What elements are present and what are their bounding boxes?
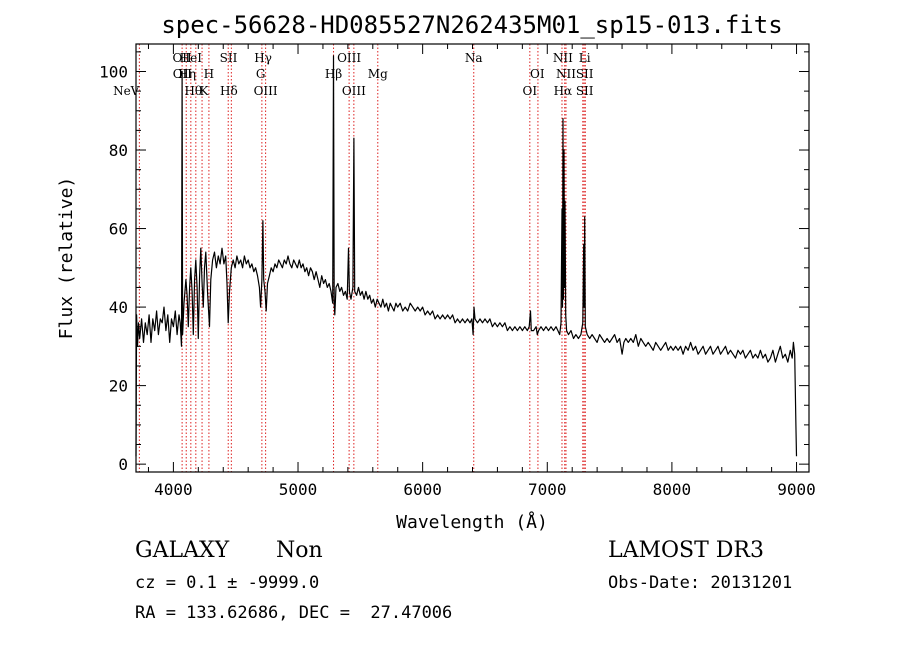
line-label-4: Hη: [178, 67, 196, 81]
x-axis-ticks: 4000 5000 6000 7000 8000 9000: [147, 44, 816, 499]
chart-title: spec-56628-HD085527N262435M01_sp15-013.f…: [161, 11, 782, 39]
x-tick-label-1: 5000: [279, 480, 318, 499]
spectrum-series-line: [135, 55, 798, 457]
x-axis-label: Wavelength (Å): [396, 511, 548, 533]
line-label-6: H: [204, 67, 214, 81]
y-axis-label: Flux (relative): [56, 177, 77, 340]
line-label-25: SII: [576, 84, 594, 98]
line-label-9: Hδ: [220, 84, 238, 98]
line-label-17: Na: [465, 51, 483, 65]
coordinates: RA = 133.62686, DEC = 27.47006: [135, 603, 453, 623]
y-tick-label-0: 0: [118, 455, 128, 474]
line-label-13: OIII: [337, 51, 361, 65]
x-tick-label-2: 6000: [403, 480, 442, 499]
observation-date: Obs-Date: 20131201: [608, 573, 793, 593]
object-subclass: Non: [276, 538, 323, 563]
line-label-24: SII: [576, 67, 594, 81]
y-tick-label-1: 20: [109, 377, 128, 396]
x-tick-label-5: 9000: [777, 480, 816, 499]
line-label-16: Mg: [368, 67, 388, 81]
line-label-15: OIII: [342, 84, 366, 98]
y-tick-label-2: 40: [109, 298, 128, 317]
line-label-10: Hγ: [254, 51, 272, 65]
redshift-cz: cz = 0.1 ± -9999.0: [135, 573, 320, 593]
y-axis-ticks: 0 20 40 60 80 100: [99, 51, 809, 474]
object-class: GALAXY: [135, 538, 230, 563]
x-tick-label-0: 4000: [154, 480, 193, 499]
line-label-11: G: [256, 67, 266, 81]
line-label-21: NII: [556, 67, 576, 81]
y-tick-label-5: 100: [99, 62, 128, 81]
spectral-line-labels: NeVOIIOIIHeIHηHθHKSIIHδHγGOIIIOIIIHβOIII…: [113, 51, 594, 98]
line-label-22: Hα: [554, 84, 573, 98]
line-label-7: K: [199, 84, 209, 98]
line-label-1: OII: [172, 51, 192, 65]
line-label-0: NeV: [113, 84, 140, 98]
survey-name: LAMOST DR3: [608, 538, 764, 563]
line-label-3: HeI: [180, 51, 203, 65]
y-tick-label-3: 60: [109, 220, 128, 239]
x-tick-label-4: 8000: [653, 480, 692, 499]
line-label-23: Li: [579, 51, 591, 65]
line-label-20: NII: [553, 51, 573, 65]
line-label-18: OI: [530, 67, 545, 81]
line-label-19: OI: [523, 84, 538, 98]
line-label-5: Hθ: [184, 84, 202, 98]
y-tick-label-4: 80: [109, 141, 128, 160]
spectral-marker-lines: [138, 44, 586, 472]
line-label-12: OIII: [254, 84, 278, 98]
line-label-8: SII: [220, 51, 238, 65]
x-tick-label-3: 7000: [528, 480, 567, 499]
